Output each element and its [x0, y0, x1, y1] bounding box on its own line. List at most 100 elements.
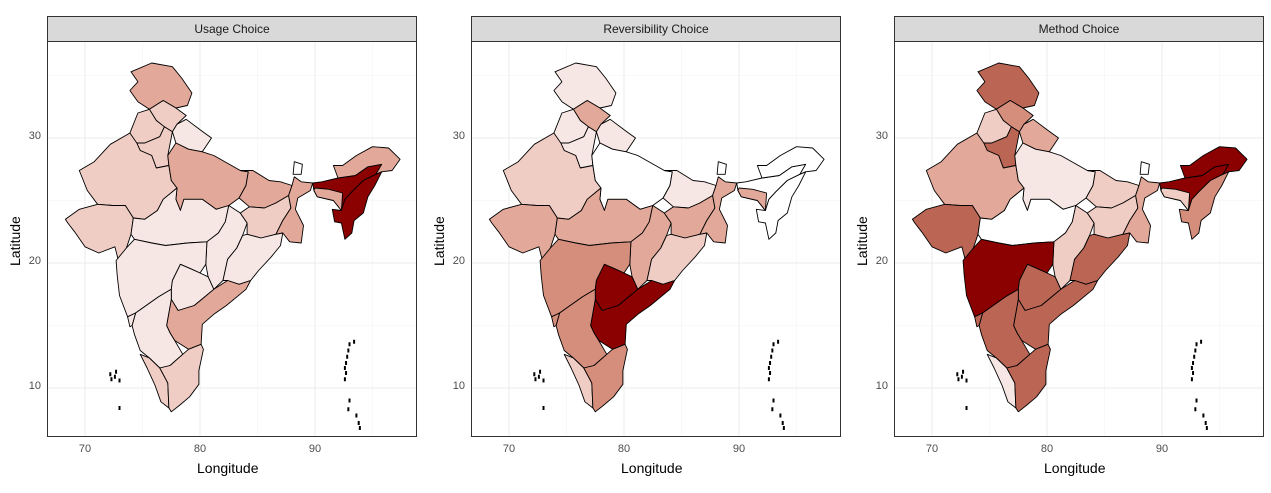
state-goa [551, 312, 561, 328]
island-mark [534, 377, 537, 382]
island-mark [771, 407, 774, 412]
state-arunachal-pradesh [332, 146, 401, 179]
island-mark [1194, 348, 1197, 353]
island-mark [353, 339, 356, 344]
x-tick-label: 90 [732, 443, 746, 455]
map-plot-area [471, 41, 841, 437]
x-tick-label: 70 [925, 443, 939, 455]
y-tick-label: 20 [875, 255, 888, 267]
island-mark [965, 378, 968, 383]
state-sikkim [716, 161, 727, 175]
facet-title: Method Choice [1038, 22, 1120, 36]
state-goa [127, 312, 137, 328]
state-arunachal-pradesh [756, 146, 825, 179]
facet-title: Usage Choice [194, 22, 270, 36]
island-mark [1192, 361, 1195, 365]
state-uttar-pradesh [591, 142, 673, 211]
island-mark [113, 374, 116, 379]
island-mark [357, 421, 360, 425]
state-odisha [646, 232, 708, 285]
choropleth-map [472, 42, 840, 436]
x-tick-label: 80 [617, 443, 631, 455]
island-mark [110, 377, 113, 382]
facet-strip: Method Choice [894, 16, 1264, 42]
island-mark [1205, 426, 1208, 430]
state-sikkim [1139, 161, 1150, 175]
x-tick-label: 80 [1040, 443, 1054, 455]
y-tick-label: 10 [28, 380, 41, 392]
island-mark [1194, 407, 1197, 412]
island-mark [345, 371, 348, 375]
island-mark [767, 377, 770, 382]
state-andhra-pradesh [166, 280, 252, 350]
y-axis-title: Latitude [431, 216, 447, 266]
state-west-bengal [275, 176, 314, 244]
island-mark [965, 406, 968, 410]
state-goa [974, 312, 984, 328]
facet-panel: Usage Choice [47, 16, 417, 437]
island-mark [1192, 371, 1195, 375]
state-odisha [222, 232, 284, 285]
island-mark [1195, 342, 1198, 347]
facet-panel: Method Choice [894, 16, 1264, 437]
island-mark [769, 371, 772, 375]
island-mark [115, 369, 118, 374]
y-axis-title: Latitude [854, 216, 870, 266]
island-mark [962, 369, 965, 374]
state-tamil-nadu [1006, 343, 1051, 413]
island-mark [347, 348, 350, 353]
island-mark [348, 398, 351, 403]
state-uttar-pradesh [167, 142, 249, 211]
y-tick-label: 20 [452, 255, 465, 267]
island-mark [771, 348, 774, 353]
island-mark [1202, 413, 1205, 418]
island-mark [1195, 398, 1198, 403]
facet-strip: Usage Choice [47, 16, 417, 42]
x-axis-title: Longitude [621, 460, 683, 476]
state-northeast-hills [755, 171, 807, 240]
y-tick-label: 30 [452, 130, 465, 142]
island-mark [347, 407, 350, 412]
state-west-bengal [699, 176, 738, 244]
island-mark [355, 413, 358, 418]
choropleth-map [895, 42, 1263, 436]
state-odisha [1069, 232, 1131, 285]
island-mark [346, 354, 349, 359]
state-sikkim [292, 161, 303, 175]
island-mark [957, 377, 960, 382]
state-northeast-hills [1178, 171, 1230, 240]
island-mark [782, 426, 785, 430]
island-mark [772, 342, 775, 347]
state-andhra-pradesh [590, 280, 676, 350]
island-mark [777, 339, 780, 344]
x-axis-title: Longitude [197, 460, 259, 476]
island-mark [118, 378, 121, 383]
island-mark [1190, 366, 1193, 370]
island-mark [960, 374, 963, 379]
island-mark [1193, 354, 1196, 359]
island-mark [539, 369, 542, 374]
x-tick-label: 70 [78, 443, 92, 455]
island-mark [1190, 377, 1193, 382]
y-axis-title: Latitude [7, 216, 23, 266]
island-mark [956, 372, 959, 377]
state-arunachal-pradesh [1179, 146, 1248, 179]
y-tick-label: 30 [28, 130, 41, 142]
state-uttar-pradesh [1014, 142, 1096, 211]
island-mark [533, 372, 536, 377]
state-tamil-nadu [159, 343, 204, 413]
island-mark [348, 342, 351, 347]
state-west-bengal [1122, 176, 1161, 244]
y-tick-label: 10 [875, 380, 888, 392]
y-tick-label: 10 [452, 380, 465, 392]
x-tick-label: 90 [1155, 443, 1169, 455]
island-mark [767, 366, 770, 370]
map-plot-area [894, 41, 1264, 437]
facet-panel: Reversibility Choice [471, 16, 841, 437]
x-tick-label: 70 [502, 443, 516, 455]
island-mark [109, 372, 112, 377]
island-mark [343, 366, 346, 370]
island-mark [781, 421, 784, 425]
island-mark [542, 406, 545, 410]
